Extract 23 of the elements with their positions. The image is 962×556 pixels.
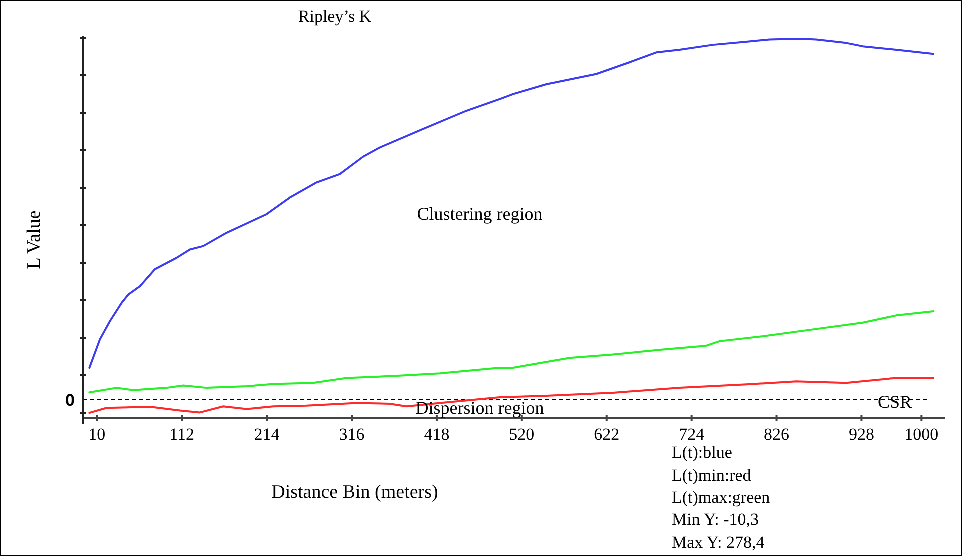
x-tick-label: 622	[594, 425, 620, 444]
text: 0	[66, 390, 75, 410]
y-axis-title: L Value	[24, 210, 45, 270]
x-tick-label: 826	[764, 425, 790, 444]
text: Max Y: 278,4	[672, 533, 766, 552]
x-tick-label: 928	[848, 425, 874, 444]
x-tick-label: 520	[509, 425, 535, 444]
x-tick-label: 1000	[904, 425, 939, 444]
x-tick-label: 418	[424, 425, 450, 444]
ref-line-label: CSR	[878, 392, 912, 412]
chart-title: Ripley’s K	[298, 7, 372, 26]
annotation: Clustering region	[417, 204, 543, 224]
text: L(t)min:red	[672, 466, 752, 485]
x-tick-label: 214	[254, 425, 280, 444]
annotation: Dispersion region	[416, 398, 544, 418]
text: Min Y: -10,3	[672, 510, 760, 529]
x-tick-label: 10	[88, 425, 106, 444]
x-axis-title: Distance Bin (meters)	[272, 482, 438, 503]
x-tick-label: 112	[170, 425, 195, 444]
x-tick-label: 724	[679, 425, 706, 444]
text: L(t)max:green	[672, 488, 771, 507]
x-tick-label: 316	[339, 425, 365, 444]
text: L(t):blue	[672, 443, 732, 462]
